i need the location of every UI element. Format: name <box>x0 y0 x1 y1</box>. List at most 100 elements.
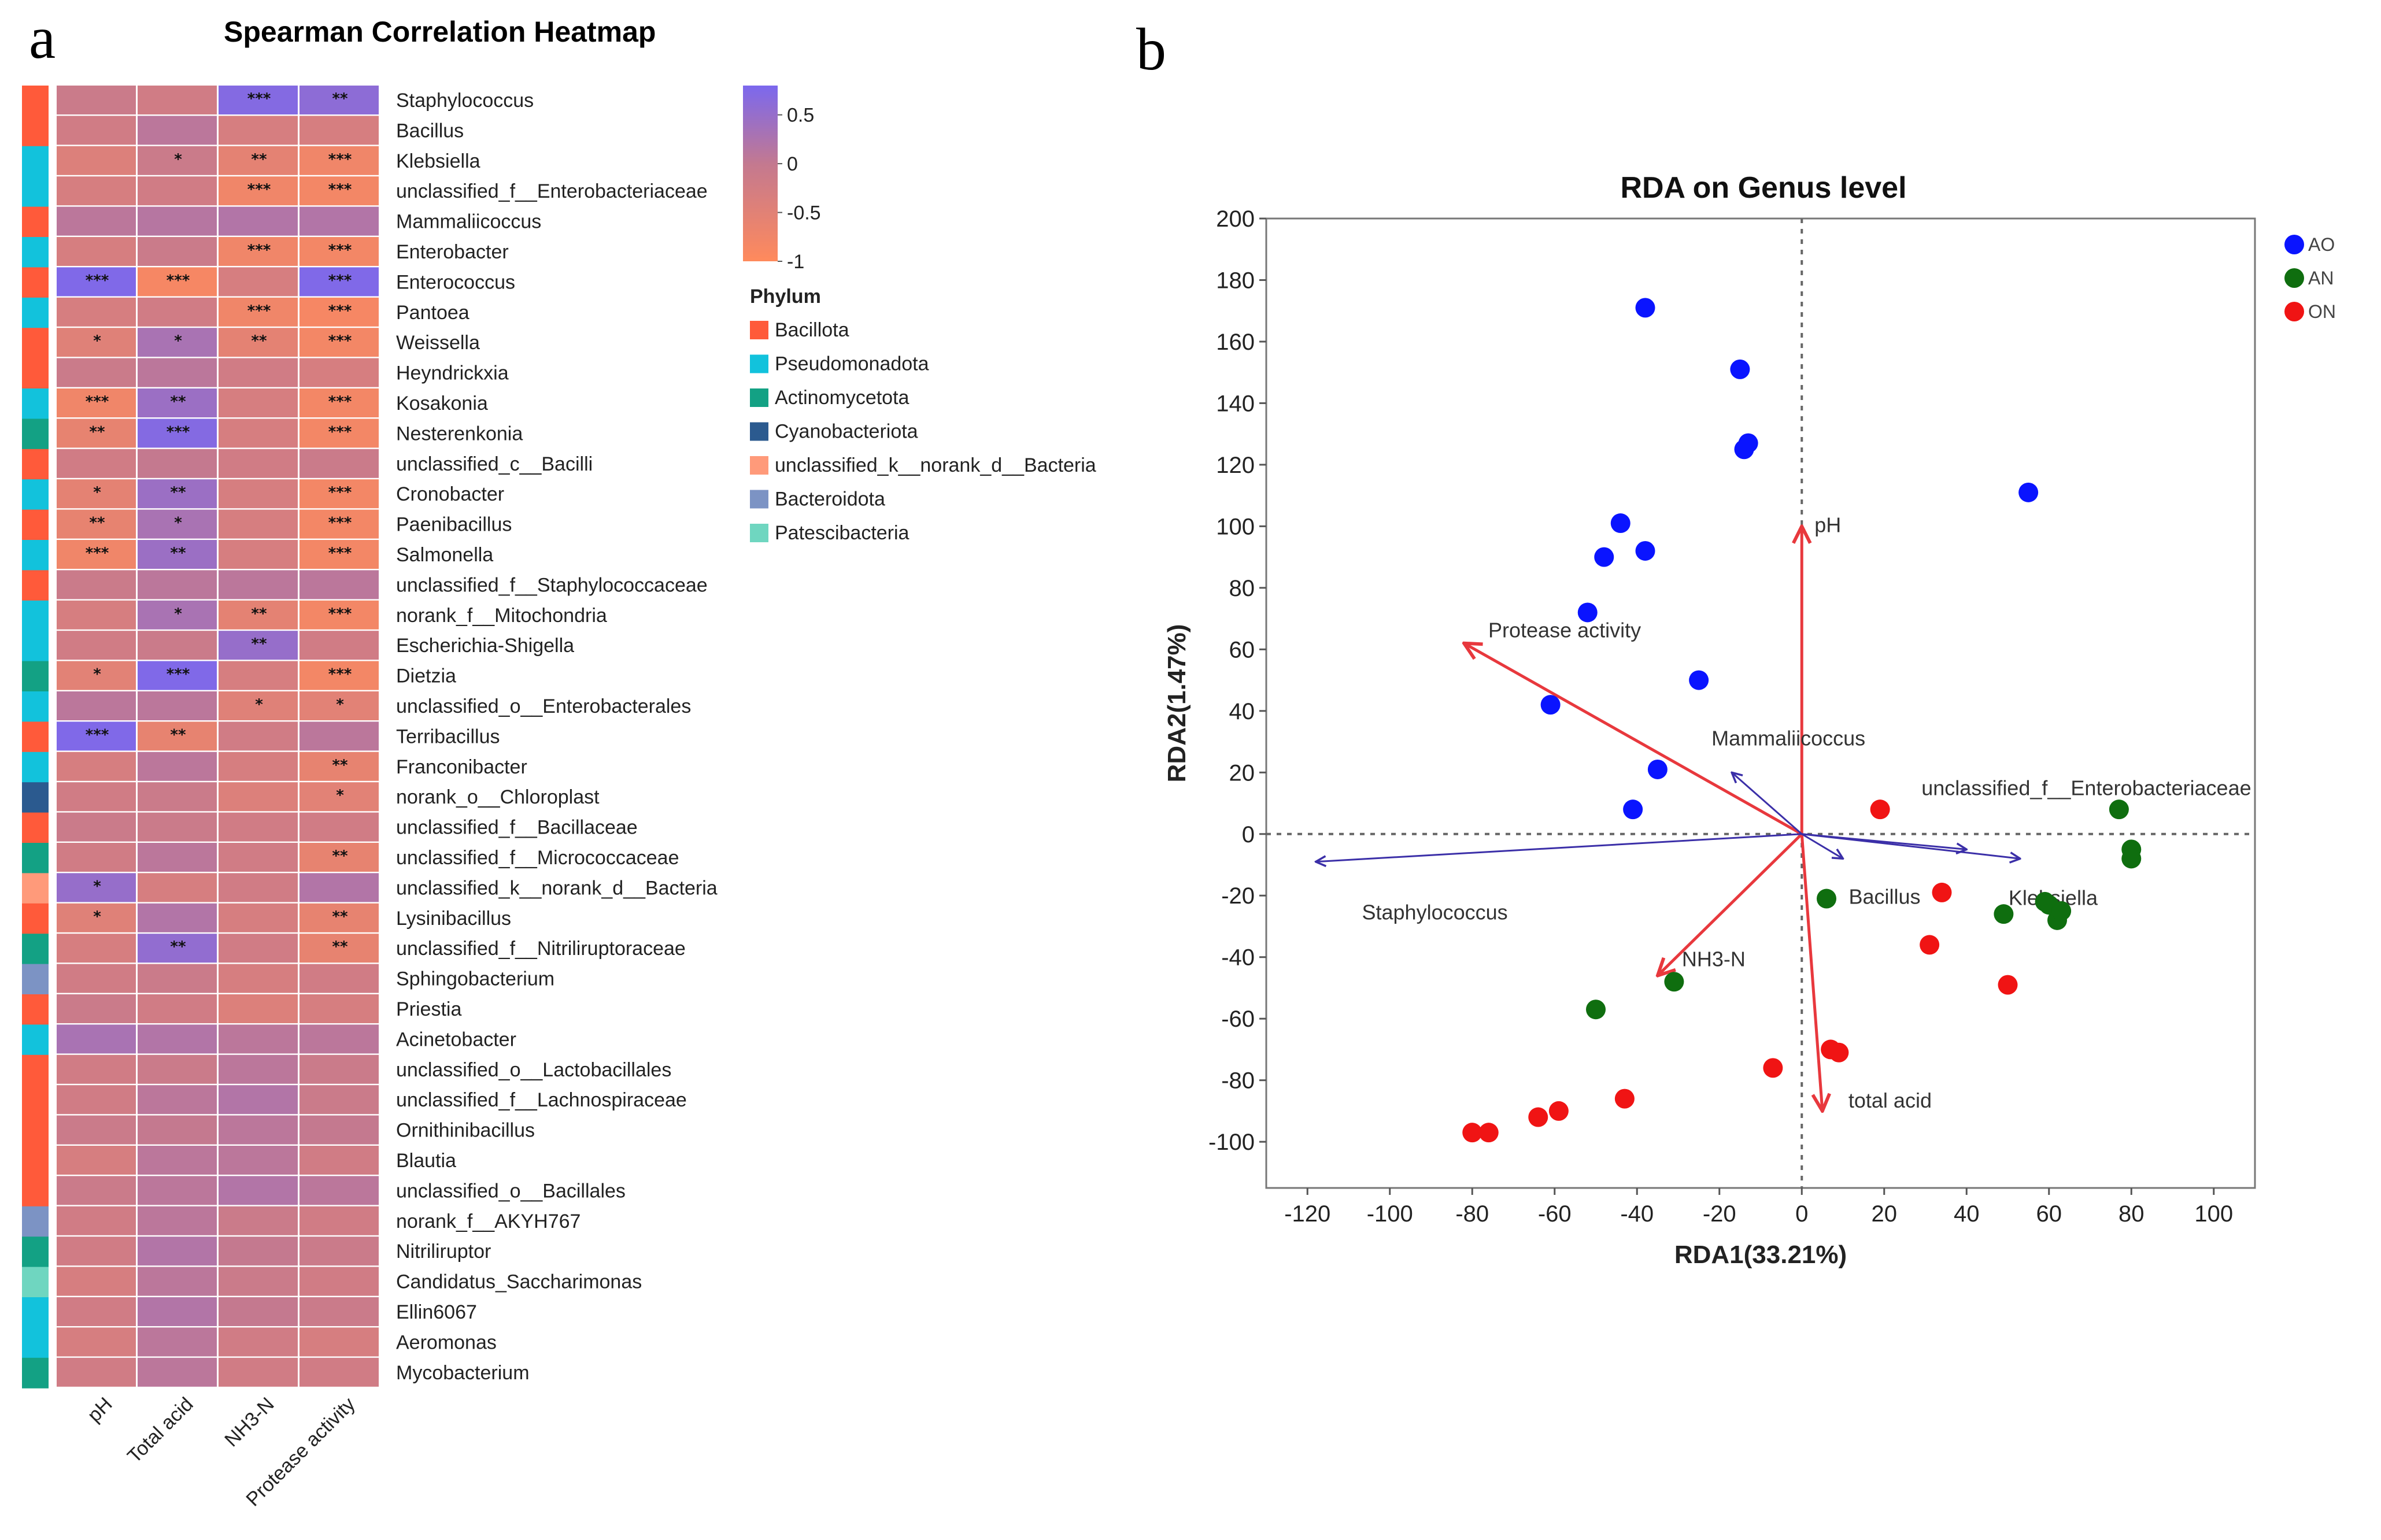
significance-stars: ** <box>251 151 267 168</box>
heatmap-cell <box>219 540 298 569</box>
phylum-legend-title: Phylum <box>750 286 821 308</box>
phylum-cell <box>22 994 49 1025</box>
phylum-cell <box>22 297 49 328</box>
species-vector-arrow <box>1732 772 1803 835</box>
row-label: Nitriliruptor <box>396 1241 491 1263</box>
significance-stars: * <box>93 908 101 926</box>
heatmap-cell <box>57 782 136 812</box>
phylum-cell <box>22 1327 49 1358</box>
series-AO <box>1540 298 2039 820</box>
heatmap-cells: *** *** ** ****** ****** ****** *** ****** **** *… <box>57 86 379 1387</box>
significance-stars: *** <box>328 332 352 350</box>
x-tick-label: 100 <box>2194 1201 2233 1227</box>
heatmap-cell <box>300 1297 379 1326</box>
data-point <box>1932 882 1952 902</box>
heatmap-row <box>57 570 379 599</box>
heatmap-cell <box>300 1357 379 1387</box>
phylum-cell <box>22 843 49 873</box>
row-label: Staphylococcus <box>396 90 534 112</box>
significance-stars: *** <box>328 151 352 168</box>
column-label: NH3-N <box>220 1393 278 1451</box>
phylum-legend-label: Pseudomonadota <box>775 353 929 375</box>
significance-stars: ** <box>332 908 348 926</box>
colorbar-tick-label: 0 <box>787 153 798 175</box>
legend-label: AO <box>2308 234 2335 255</box>
row-label: unclassified_f__Bacillaceae <box>396 817 638 839</box>
y-tick-label: 60 <box>1229 637 1255 662</box>
env-vector-label: total acid <box>1848 1089 1932 1112</box>
row-label: Klebsiella <box>396 150 480 172</box>
data-point <box>1623 799 1643 820</box>
row-label: Priestia <box>396 998 461 1020</box>
phylum-cell <box>22 1024 49 1056</box>
heatmap-cell <box>57 1054 136 1084</box>
heatmap-cell <box>219 691 298 720</box>
significance-stars: *** <box>86 393 109 410</box>
heatmap-row <box>57 1024 379 1054</box>
heatmap-row <box>57 116 379 145</box>
row-label: unclassified_k__norank_d__Bacteria <box>396 877 718 899</box>
significance-stars: *** <box>328 545 352 562</box>
data-point <box>1614 1089 1635 1109</box>
heatmap-cell <box>57 540 136 569</box>
heatmap-cell <box>57 812 136 842</box>
significance-stars: * <box>174 605 182 623</box>
row-label: Mammaliicoccus <box>396 211 541 233</box>
y-tick-label: 40 <box>1229 699 1255 724</box>
y-tick-label: 160 <box>1216 330 1255 355</box>
data-point <box>2051 901 2072 921</box>
significance-stars: ** <box>170 484 186 501</box>
phylum-swatch <box>750 456 768 475</box>
significance-stars: *** <box>328 423 352 440</box>
heatmap-cell <box>219 206 298 236</box>
env-vector-arrow <box>1658 832 1803 976</box>
heatmap-cell <box>300 540 379 569</box>
heatmap-cell <box>138 449 217 478</box>
heatmap-cell <box>219 721 298 751</box>
row-label: Paenibacillus <box>396 514 512 536</box>
heatmap-row: ** <box>57 843 379 872</box>
heatmap-cell <box>300 419 379 448</box>
heatmap-cell <box>300 388 379 417</box>
heatmap-row <box>57 1176 379 1205</box>
significance-stars: * <box>174 151 182 168</box>
heatmap-cell <box>57 479 136 509</box>
phylum-cell <box>22 176 49 208</box>
row-label: Weissella <box>396 332 480 354</box>
data-point <box>1738 433 1758 453</box>
rda-axes: -120 -100 -80 -60 -40 -20 0 20 40 60 80 100 -100 -80 -… <box>1208 206 2255 1227</box>
heatmap-cell <box>57 964 136 993</box>
heatmap-row <box>57 1085 379 1115</box>
colorbar: 0.5 0 -0.5 -1 <box>743 86 821 273</box>
phylum-legend-label: Bacteroidota <box>775 488 885 510</box>
significance-stars: ** <box>251 605 267 623</box>
data-point <box>1998 975 2018 995</box>
heatmap-cell <box>57 267 136 297</box>
heatmap-cell <box>138 1146 217 1175</box>
legend-label: ON <box>2308 301 2336 322</box>
heatmap-cell <box>57 934 136 963</box>
heatmap-cell <box>219 631 298 660</box>
row-label: unclassified_o__Enterobacterales <box>396 695 691 717</box>
heatmap-cell <box>219 1357 298 1387</box>
significance-stars: ** <box>170 938 186 956</box>
x-tick-label: -80 <box>1455 1201 1489 1227</box>
data-point <box>1462 1123 1482 1143</box>
heatmap-cell <box>138 1115 217 1145</box>
phylum-cell <box>22 86 49 116</box>
heatmap-cell <box>138 1206 217 1235</box>
row-label: norank_f__AKYH767 <box>396 1210 581 1232</box>
phylum-cell <box>22 1115 49 1146</box>
y-tick-label: -100 <box>1208 1130 1255 1155</box>
heatmap-cell <box>219 237 298 266</box>
significance-stars: ** <box>89 423 105 440</box>
heatmap-cell <box>57 146 136 175</box>
legend-marker <box>2284 302 2304 321</box>
phylum-legend-label: Cyanobacteriota <box>775 421 918 443</box>
env-vector-label: Protease activity <box>1488 619 1641 642</box>
heatmap-cell <box>219 358 298 387</box>
heatmap-cell <box>57 570 136 599</box>
heatmap-cell <box>57 1237 136 1266</box>
species-vector-label: Bacillus <box>1849 884 1921 908</box>
heatmap-cell <box>300 479 379 509</box>
